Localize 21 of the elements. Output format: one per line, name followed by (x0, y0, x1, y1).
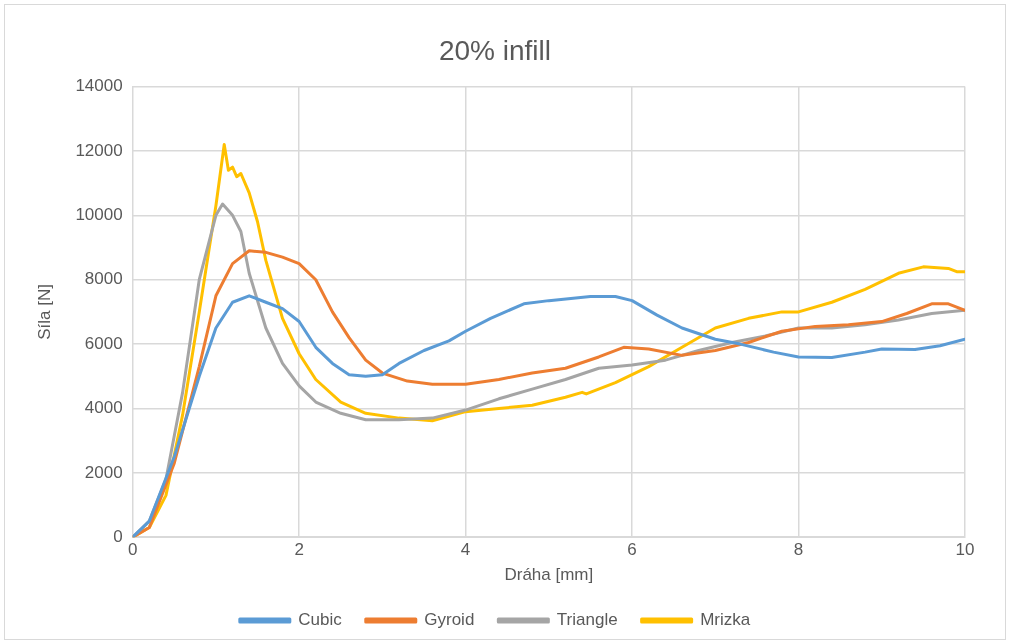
y-tick-label: 12000 (75, 140, 123, 160)
y-tick-label: 2000 (84, 462, 123, 482)
legend-label: Triangle (556, 610, 618, 630)
y-axis-title: Síla [N] (34, 284, 54, 340)
y-tick-label: 10000 (75, 205, 123, 225)
y-tick-label: 14000 (75, 76, 123, 96)
x-tick-label: 6 (627, 540, 637, 560)
x-tick-label: 2 (294, 540, 304, 560)
y-tick-label: 8000 (84, 269, 123, 289)
legend-label: Mrizka (700, 610, 751, 630)
x-tick-label: 8 (793, 540, 804, 560)
x-axis-title: Dráha [mm] (504, 565, 594, 585)
x-tick-label: 0 (127, 540, 138, 560)
x-tick-label: 10 (955, 540, 975, 560)
y-tick-label: 6000 (84, 333, 123, 353)
y-tick-label: 4000 (84, 398, 123, 418)
y-tick-label: 0 (113, 526, 123, 546)
legend-label: Cubic (298, 610, 343, 630)
x-tick-label: 4 (460, 540, 471, 560)
legend-label: Gyroid (424, 610, 475, 630)
chart-title: 20% infill (438, 34, 552, 66)
